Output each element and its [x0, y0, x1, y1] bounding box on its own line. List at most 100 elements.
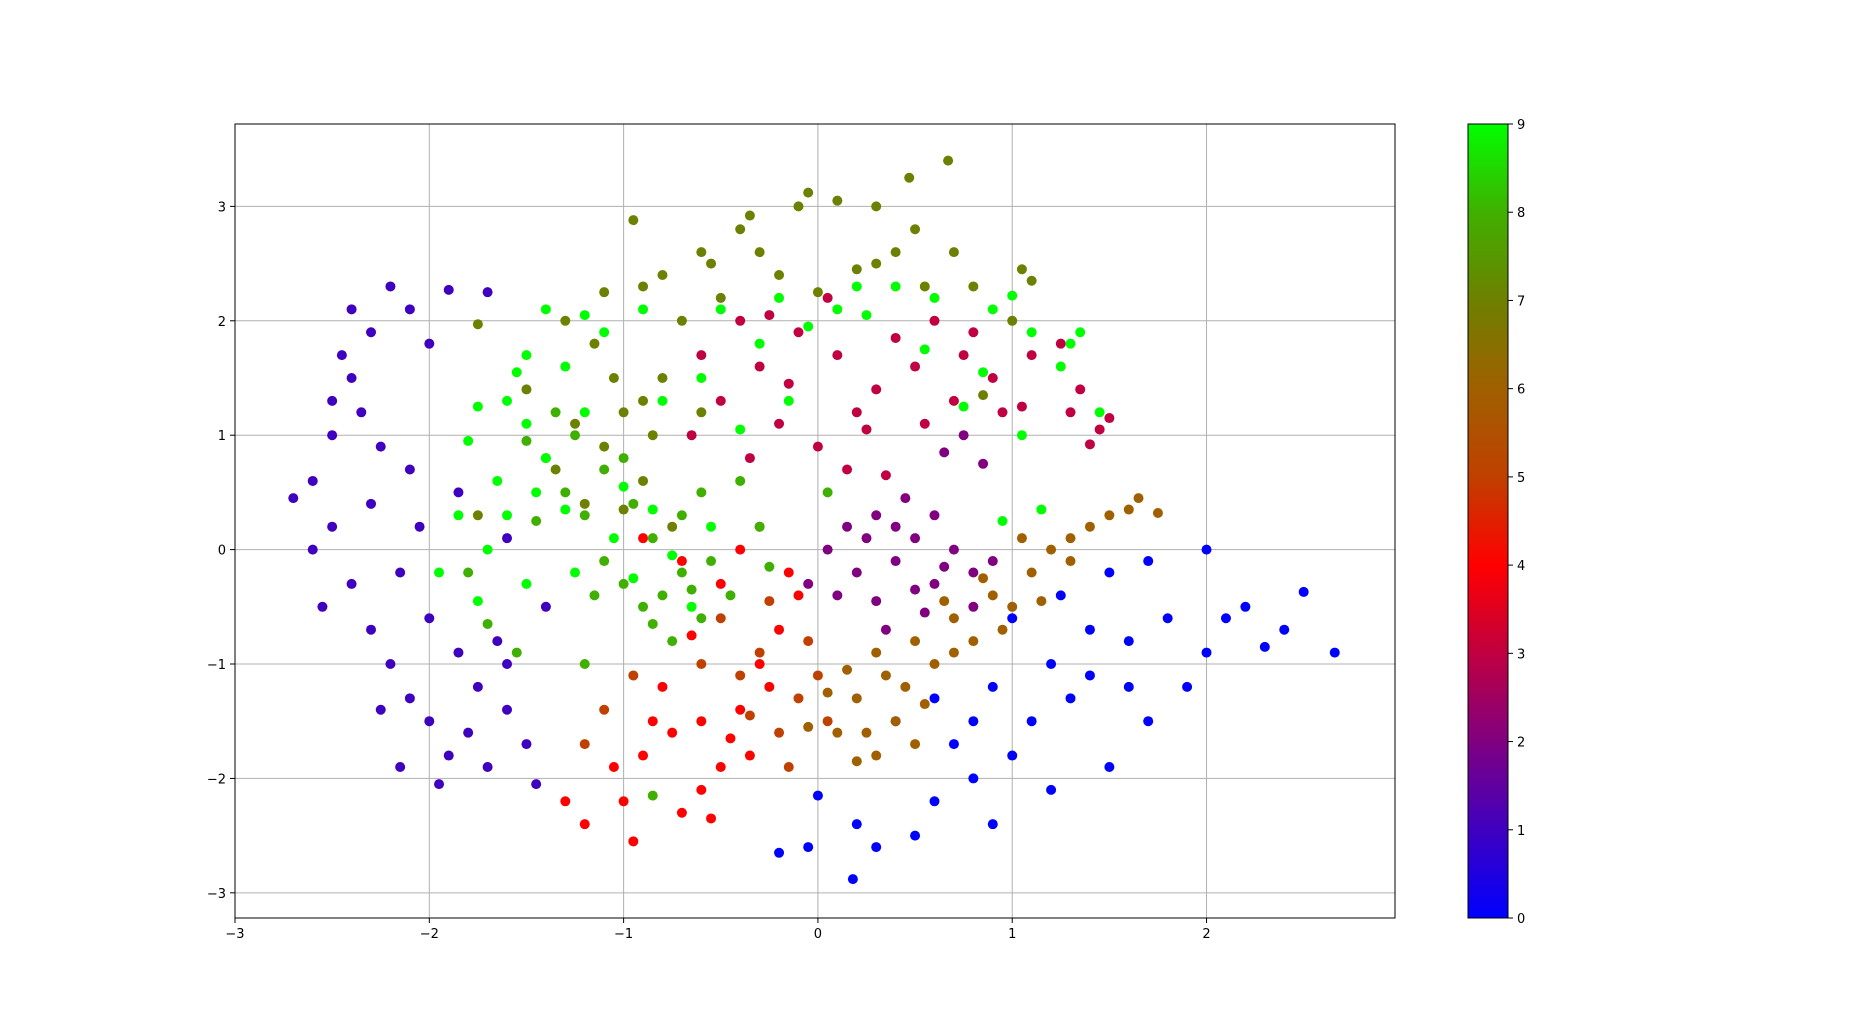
scatter-point-class-1	[307, 475, 318, 486]
scatter-point-class-3	[1104, 413, 1115, 424]
scatter-point-class-9	[1016, 430, 1027, 441]
scatter-point-class-6	[1084, 521, 1095, 532]
scatter-point-class-4	[647, 716, 658, 727]
scatter-point-class-9	[1026, 327, 1037, 338]
scatter-point-class-8	[570, 430, 581, 441]
scatter-point-class-6	[978, 573, 989, 584]
scatter-point-class-5	[774, 727, 785, 738]
scatter-point-class-3	[774, 418, 785, 429]
scatter-point-class-3	[686, 430, 697, 441]
scatter-point-class-5	[735, 670, 746, 681]
scatter-point-class-3	[861, 424, 872, 435]
scatter-point-class-0	[929, 796, 940, 807]
scatter-point-class-5	[754, 647, 765, 658]
scatter-point-class-1	[424, 338, 435, 349]
scatter-point-class-9	[696, 372, 707, 383]
scatter-point-class-4	[774, 624, 785, 635]
scatter-point-class-5	[628, 670, 639, 681]
scatter-point-class-7	[793, 201, 804, 212]
scatter-point-class-1	[317, 601, 328, 612]
scatter-point-class-0	[1084, 624, 1095, 635]
scatter-point-class-4	[667, 727, 678, 738]
scatter-point-class-4	[579, 819, 590, 830]
scatter-point-class-5	[715, 613, 726, 624]
scatter-point-class-5	[822, 716, 833, 727]
scatter-point-class-7	[472, 510, 483, 521]
scatter-point-class-3	[968, 327, 979, 338]
x-tick-label: 1	[1008, 927, 1016, 942]
scatter-point-class-8	[676, 510, 687, 521]
scatter-point-class-8	[822, 487, 833, 498]
scatter-point-class-2	[958, 430, 969, 441]
scatter-point-class-0	[1298, 586, 1309, 597]
colorbar-tick-label: 3	[1517, 647, 1525, 662]
scatter-point-class-4	[638, 533, 649, 544]
scatter-point-class-0	[1123, 681, 1134, 692]
colorbar-tick-label: 7	[1517, 294, 1525, 309]
scatter-point-class-1	[453, 647, 464, 658]
scatter-point-class-0	[851, 819, 862, 830]
colorbar-tick-label: 2	[1517, 736, 1525, 751]
scatter-point-class-9	[521, 418, 532, 429]
scatter-point-class-3	[696, 350, 707, 361]
scatter-point-class-1	[482, 761, 493, 772]
scatter-point-class-8	[579, 510, 590, 521]
scatter-point-class-2	[929, 510, 940, 521]
scatter-point-class-9	[1036, 504, 1047, 515]
scatter-point-class-8	[647, 533, 658, 544]
scatter-point-class-1	[375, 441, 386, 452]
scatter-point-class-2	[842, 521, 853, 532]
scatter-point-class-6	[968, 636, 979, 647]
scatter-point-class-9	[570, 567, 581, 578]
scatter-point-class-7	[676, 315, 687, 326]
scatter-point-class-9	[657, 395, 668, 406]
scatter-point-class-1	[463, 727, 474, 738]
scatter-point-class-6	[910, 739, 921, 750]
scatter-point-class-1	[502, 659, 513, 670]
scatter-point-class-6	[871, 647, 882, 658]
scatter-point-class-4	[793, 590, 804, 601]
colorbar-gradient	[1467, 123, 1509, 919]
scatter-point-class-9	[803, 321, 814, 332]
scatter-point-class-1	[385, 659, 396, 670]
scatter-point-class-5	[744, 710, 755, 721]
scatter-point-class-8	[638, 601, 649, 612]
scatter-point-class-1	[346, 372, 357, 383]
x-tick-label: −1	[614, 927, 633, 942]
scatter-point-class-9	[1055, 361, 1066, 372]
scatter-point-class-3	[1026, 350, 1037, 361]
scatter-point-class-1	[346, 578, 357, 589]
scatter-point-class-4	[783, 567, 794, 578]
scatter-point-class-4	[735, 704, 746, 715]
scatter-point-class-1	[453, 487, 464, 498]
scatter-point-class-2	[880, 624, 891, 635]
scatter-point-class-8	[735, 475, 746, 486]
scatter-point-class-6	[1104, 510, 1115, 521]
scatter-point-class-7	[599, 441, 610, 452]
scatter-point-class-2	[871, 510, 882, 521]
scatter-point-class-9	[715, 304, 726, 315]
scatter-point-class-7	[1007, 315, 1018, 326]
scatter-point-class-4	[560, 796, 571, 807]
scatter-point-class-3	[822, 292, 833, 303]
scatter-point-class-8	[696, 487, 707, 498]
scatter-point-class-5	[764, 596, 775, 607]
data-points	[288, 155, 1340, 885]
y-axis: −3 −2 −1 0 1 2 3	[207, 200, 235, 902]
scatter-point-class-7	[919, 281, 930, 292]
scatter-point-class-3	[1084, 439, 1095, 450]
scatter-point-class-6	[929, 659, 940, 670]
scatter-point-class-0	[871, 842, 882, 853]
scatter-point-class-6	[880, 670, 891, 681]
scatter-point-class-2	[900, 493, 911, 504]
scatter-point-class-7	[754, 247, 765, 258]
scatter-point-class-9	[608, 533, 619, 544]
scatter-point-class-8	[647, 790, 658, 801]
scatter-point-class-9	[647, 504, 658, 515]
scatter-point-class-6	[1065, 533, 1076, 544]
x-tick-label: −2	[420, 927, 439, 942]
scatter-point-class-2	[910, 584, 921, 595]
scatter-point-class-3	[851, 407, 862, 418]
scatter-point-class-0	[1279, 624, 1290, 635]
scatter-point-class-7	[696, 407, 707, 418]
